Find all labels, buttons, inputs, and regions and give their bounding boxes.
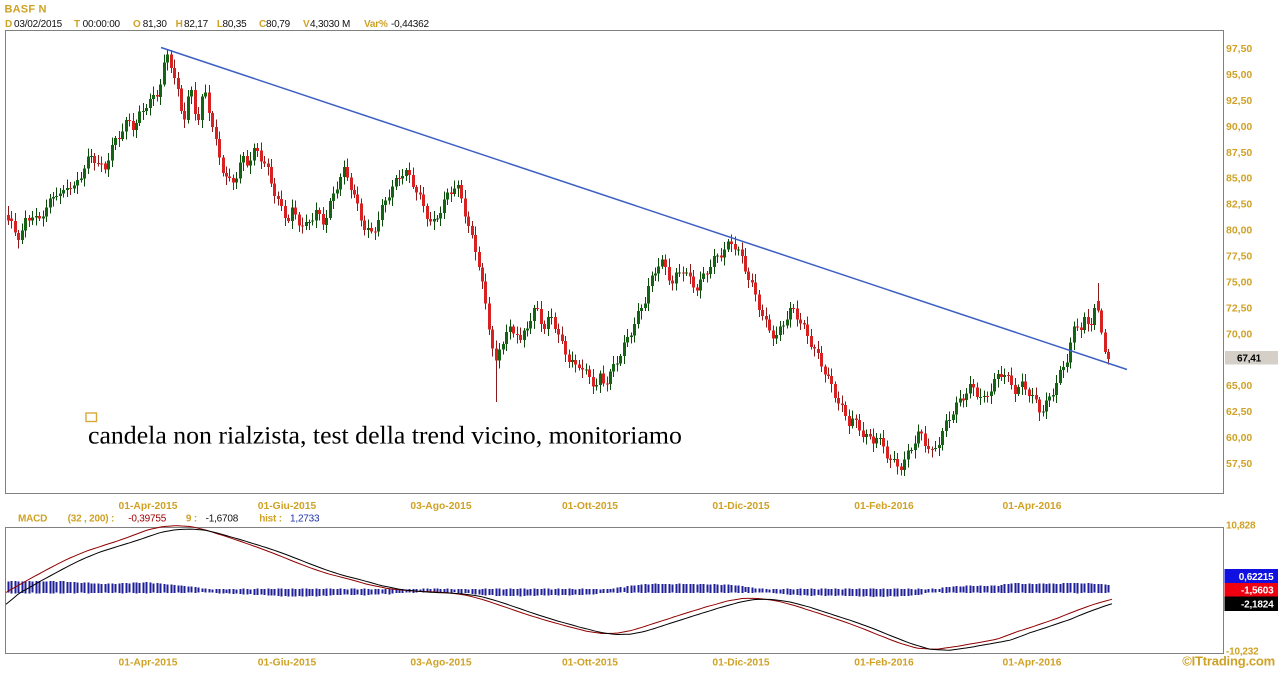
svg-text:-0,44362: -0,44362 (391, 19, 430, 30)
svg-text:87,50: 87,50 (1226, 147, 1252, 159)
svg-text:01-Feb-2016: 01-Feb-2016 (854, 658, 914, 669)
svg-text:01-Giu-2015: 01-Giu-2015 (258, 658, 317, 669)
svg-text:75,00: 75,00 (1226, 276, 1252, 288)
svg-text:O: O (133, 19, 141, 30)
svg-text:01-Apr-2015: 01-Apr-2015 (119, 501, 178, 512)
svg-text:hist :: hist : (259, 514, 282, 525)
svg-text:80,00: 80,00 (1226, 225, 1252, 237)
svg-text:H: H (176, 19, 183, 30)
svg-text:97,50: 97,50 (1226, 43, 1252, 55)
svg-text:82,50: 82,50 (1226, 199, 1252, 211)
svg-text:-1,5603: -1,5603 (1241, 586, 1274, 597)
svg-text:01-Ott-2015: 01-Ott-2015 (562, 501, 618, 512)
svg-text:T: T (74, 19, 80, 30)
svg-text:80,35: 80,35 (223, 19, 248, 30)
svg-text:62,50: 62,50 (1226, 406, 1252, 418)
svg-text:(32 , 200) :: (32 , 200) : (68, 514, 115, 525)
svg-text:Var%: Var% (364, 19, 388, 30)
svg-text:01-Dic-2015: 01-Dic-2015 (712, 658, 770, 669)
svg-text:80,79: 80,79 (266, 19, 291, 30)
svg-text:01-Dic-2015: 01-Dic-2015 (712, 501, 770, 512)
svg-text:57,50: 57,50 (1226, 458, 1252, 470)
svg-text:72,50: 72,50 (1226, 302, 1252, 314)
svg-text:D: D (5, 19, 12, 30)
svg-text:9 :: 9 : (186, 514, 197, 525)
svg-text:81,30: 81,30 (143, 19, 168, 30)
svg-text:65,00: 65,00 (1226, 380, 1252, 392)
svg-text:©ITtrading.com: ©ITtrading.com (1182, 654, 1275, 669)
svg-text:0,62215: 0,62215 (1239, 572, 1274, 583)
svg-text:-1,6708: -1,6708 (206, 514, 239, 525)
svg-text:82,17: 82,17 (184, 19, 209, 30)
svg-text:03/02/2015: 03/02/2015 (14, 19, 63, 30)
svg-text:03-Ago-2015: 03-Ago-2015 (410, 658, 472, 669)
svg-text:03-Ago-2015: 03-Ago-2015 (410, 501, 472, 512)
svg-text:90,00: 90,00 (1226, 121, 1252, 133)
svg-text:01-Giu-2015: 01-Giu-2015 (258, 501, 317, 512)
svg-text:60,00: 60,00 (1226, 432, 1252, 444)
svg-text:-0,39755: -0,39755 (128, 514, 167, 525)
svg-text:95,00: 95,00 (1226, 69, 1252, 81)
svg-text:01-Apr-2016: 01-Apr-2016 (1003, 658, 1062, 669)
svg-text:01-Feb-2016: 01-Feb-2016 (854, 501, 914, 512)
svg-text:92,50: 92,50 (1226, 95, 1252, 107)
svg-text:85,00: 85,00 (1226, 173, 1252, 185)
svg-text:01-Apr-2016: 01-Apr-2016 (1003, 501, 1062, 512)
svg-text:MACD: MACD (18, 514, 47, 525)
svg-text:-2,1824: -2,1824 (1241, 600, 1274, 611)
svg-text:01-Apr-2015: 01-Apr-2015 (119, 658, 178, 669)
svg-text:67,41: 67,41 (1237, 354, 1262, 365)
svg-text:77,50: 77,50 (1226, 251, 1252, 263)
svg-text:V: V (303, 19, 310, 30)
svg-text:1,2733: 1,2733 (290, 514, 320, 525)
svg-text:4,3030 M: 4,3030 M (310, 19, 350, 30)
svg-text:candela non rialzista, test de: candela non rialzista, test della trend … (88, 421, 682, 450)
svg-text:BASF N: BASF N (5, 4, 47, 16)
svg-text:70,00: 70,00 (1226, 328, 1252, 340)
svg-text:01-Ott-2015: 01-Ott-2015 (562, 658, 618, 669)
svg-text:10,828: 10,828 (1226, 521, 1256, 532)
svg-text:00:00:00: 00:00:00 (83, 19, 121, 30)
svg-text:C: C (259, 19, 266, 30)
